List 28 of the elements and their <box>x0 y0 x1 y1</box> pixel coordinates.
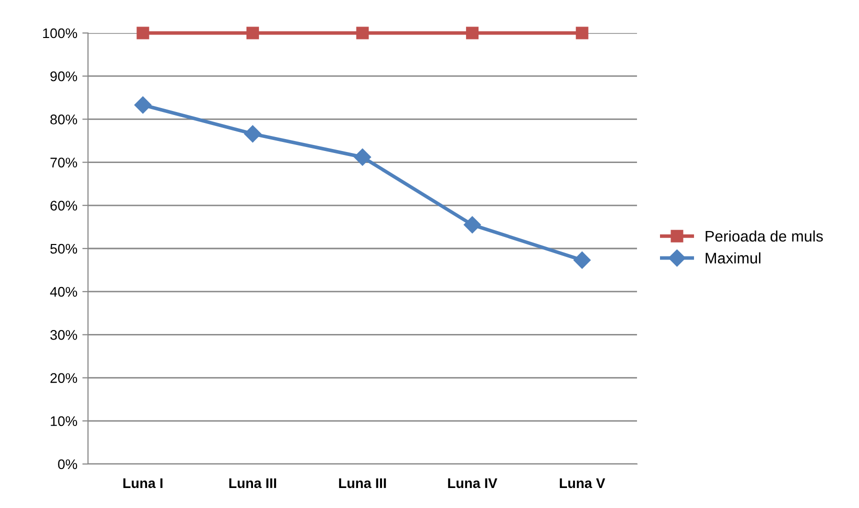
point <box>466 26 479 40</box>
point <box>574 252 591 269</box>
x-tick-label: Luna V <box>560 478 606 488</box>
point <box>576 26 588 40</box>
y-tick-label: 40% <box>50 286 78 297</box>
y-tick-label: 30% <box>50 330 78 340</box>
x-tick-label: Luna I <box>123 478 162 488</box>
y-tick-label: 20% <box>50 373 78 383</box>
x-tick-label: Luna III <box>339 478 386 488</box>
y-tick-label: 50% <box>50 244 78 254</box>
y-tick-label: 0% <box>58 459 78 470</box>
legend-label: Perioada de muls <box>706 230 823 242</box>
y-tick-label: 90% <box>50 71 78 82</box>
point <box>246 26 259 40</box>
point <box>136 26 150 40</box>
point <box>464 216 481 234</box>
y-tick-label: 60% <box>50 200 78 211</box>
y-tick-label: 70% <box>50 158 78 168</box>
point <box>354 148 372 166</box>
point <box>356 26 369 40</box>
point <box>134 96 152 114</box>
y-tick-label: 10% <box>50 416 78 426</box>
y-tick-label: 80% <box>50 114 78 124</box>
x-tick-label: Luna IV <box>448 478 498 488</box>
x-tick-label: Luna III <box>229 478 276 488</box>
y-tick-label: 100% <box>43 28 78 38</box>
point <box>244 125 262 142</box>
legend-label: Maximul <box>706 252 760 264</box>
